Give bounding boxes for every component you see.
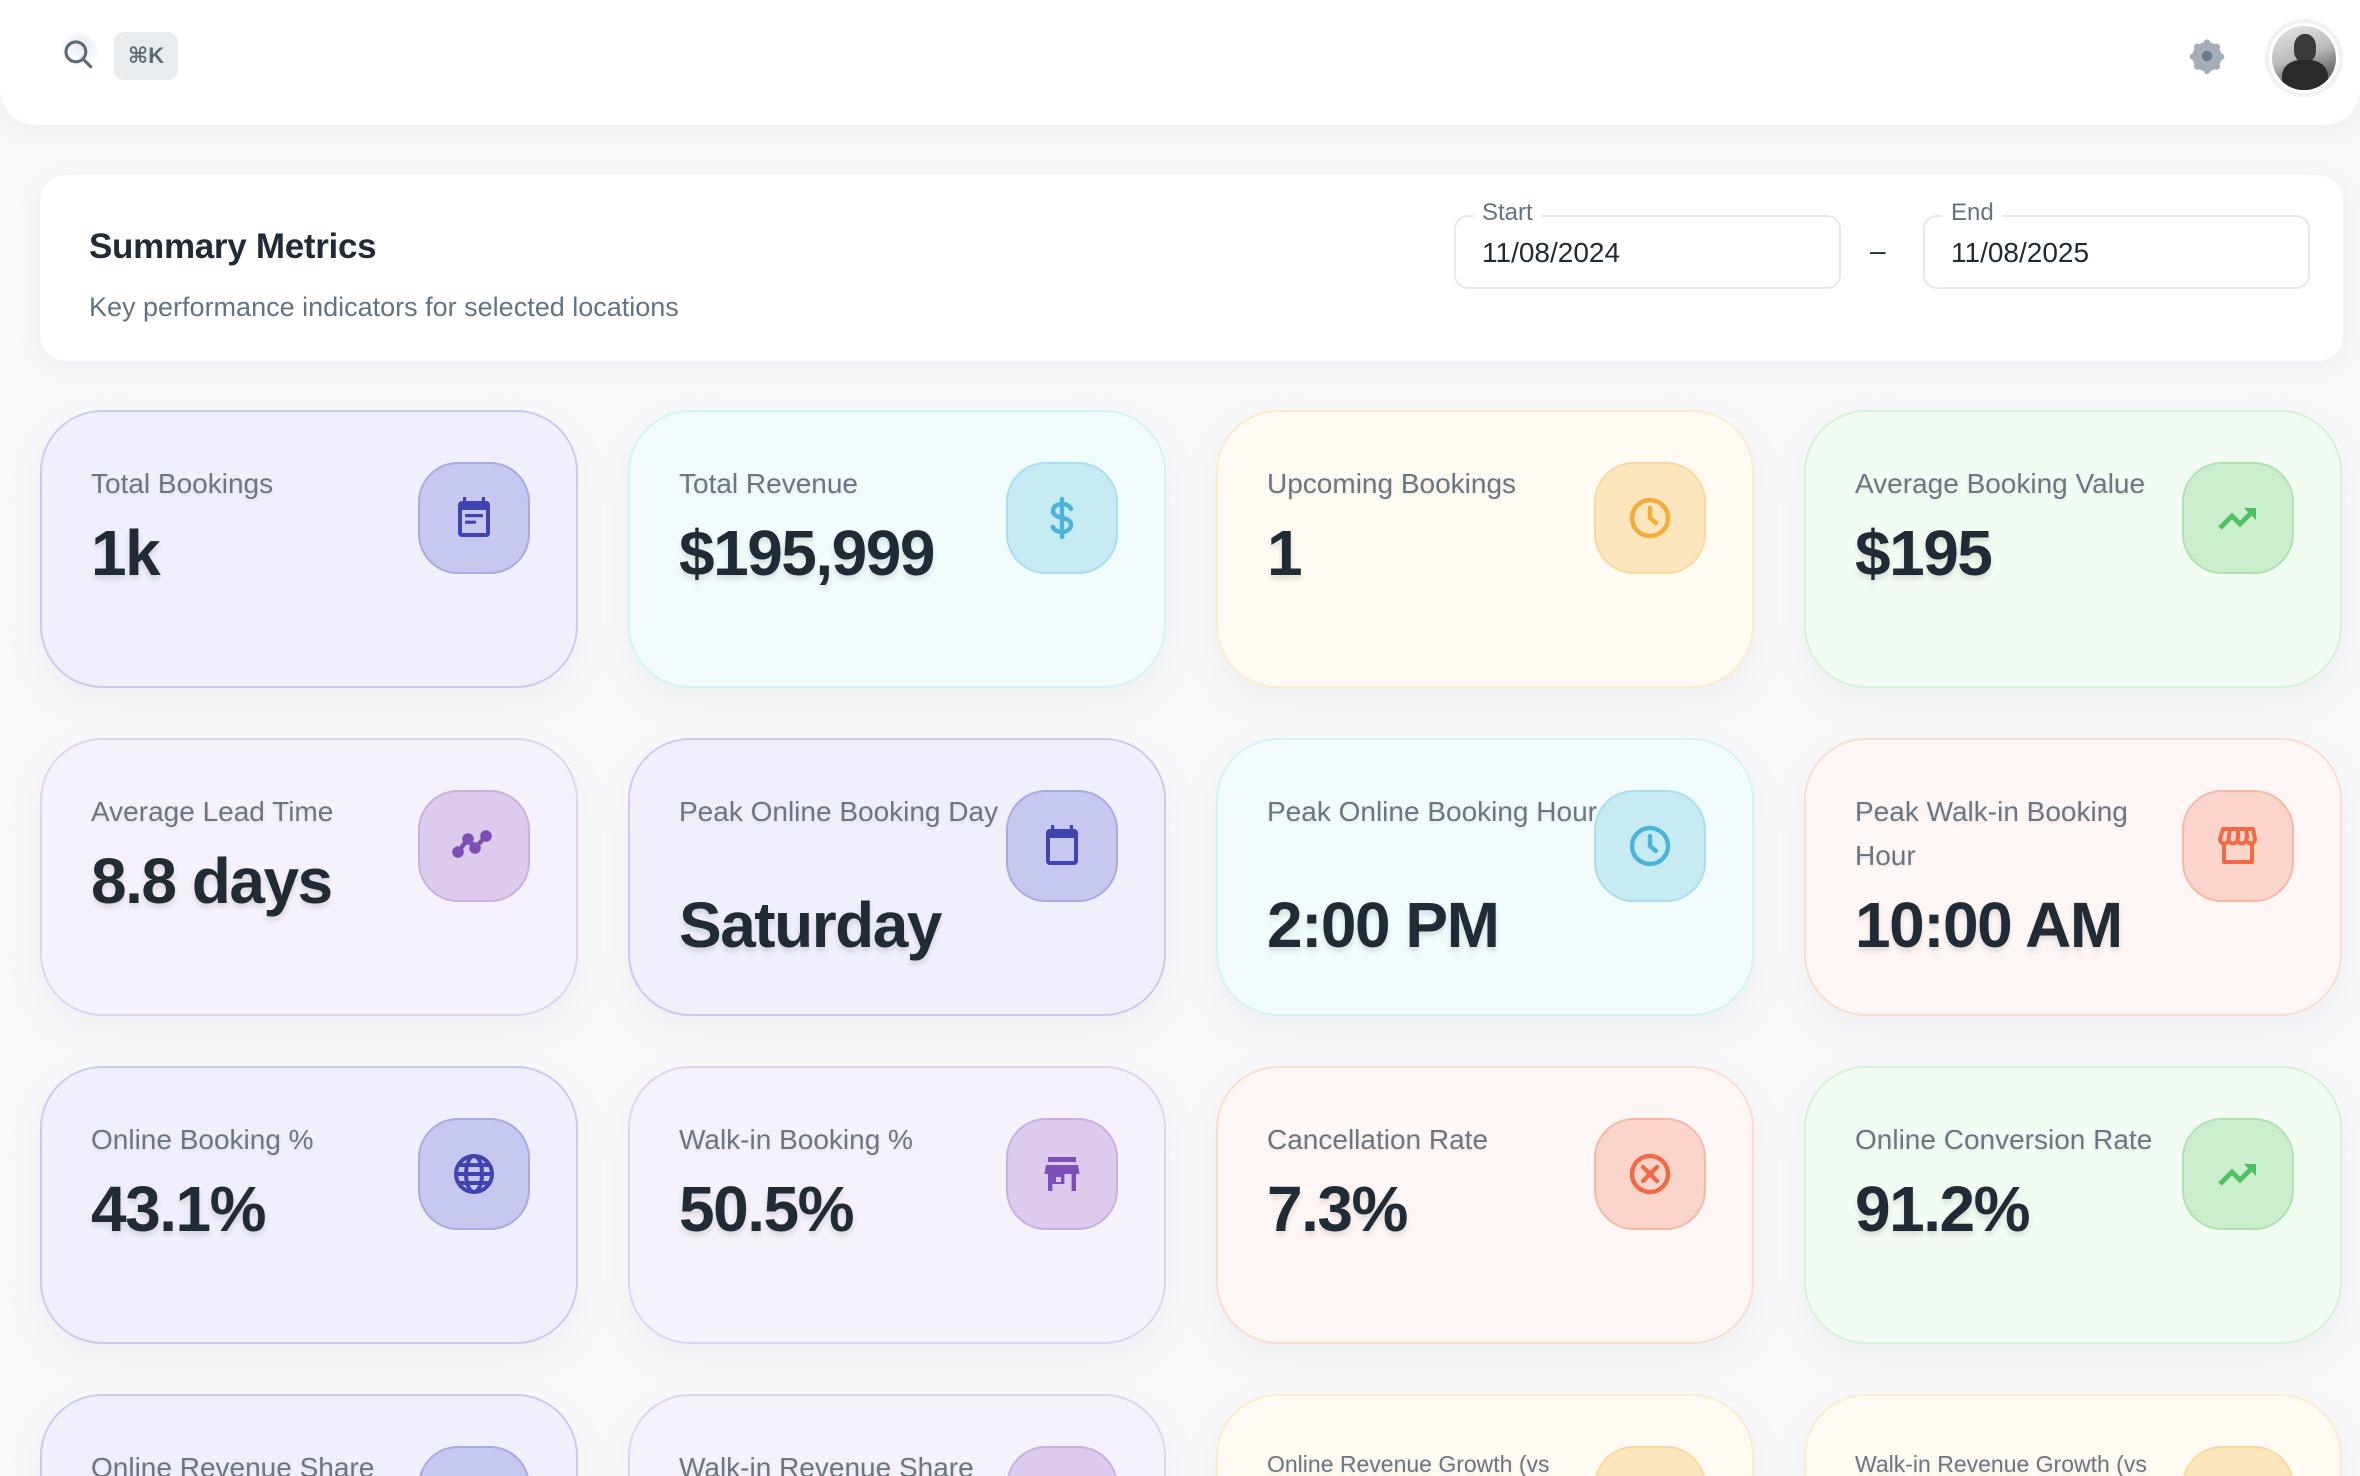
metric-card-online-booking-pct: Online Booking % 43.1%: [40, 1066, 578, 1344]
shortcut-badge[interactable]: ⌘K: [114, 32, 178, 80]
metric-card-walkin-booking-pct: Walk-in Booking % 50.5%: [628, 1066, 1166, 1344]
metric-value: 91.2%: [1855, 1173, 2030, 1245]
metric-label: Online Conversion Rate: [1855, 1124, 2153, 1155]
end-date-field[interactable]: End 11/08/2025: [1923, 199, 2310, 289]
search-button[interactable]: [58, 34, 98, 74]
globe-icon: [454, 1154, 494, 1194]
metric-icon-badge: [1006, 462, 1118, 574]
metric-value: 43.1%: [91, 1173, 266, 1245]
settings-button[interactable]: [2185, 34, 2229, 78]
metric-label: Walk-in Booking %: [679, 1124, 913, 1155]
metric-icon-badge: [1594, 1118, 1706, 1230]
metric-icon-badge: [1594, 1446, 1706, 1476]
start-date-label: Start: [1474, 199, 1541, 227]
storefront-icon: [2218, 827, 2257, 864]
metric-card-total-revenue: Total Revenue $195,999: [628, 410, 1166, 688]
metric-label: Cancellation Rate: [1267, 1124, 1489, 1155]
store-icon: [1044, 1157, 1080, 1191]
metric-value: 10:00 AM: [1855, 889, 2123, 961]
metric-card-peak-online-booking-day: Peak Online Booking Day Saturday: [628, 738, 1166, 1016]
metric-label: Peak Walk-in Booking Hour: [1855, 796, 2128, 871]
date-range-separator: –: [1870, 235, 1886, 266]
metric-label: Peak Online Booking Hour: [1267, 796, 1597, 827]
metric-icon-badge: [1594, 462, 1706, 574]
metric-label: Average Booking Value: [1855, 468, 2146, 499]
metric-card-average-lead-time: Average Lead Time 8.8 days: [40, 738, 578, 1016]
calendar-notes-icon: [458, 497, 490, 537]
metric-icon-badge: [2182, 790, 2294, 902]
metric-label: Online Revenue Growth (vs: [1267, 1451, 1550, 1476]
cancel-circle-icon: [1629, 1153, 1671, 1195]
metric-value: $195,999: [679, 517, 935, 589]
metric-card-upcoming-bookings: Upcoming Bookings 1: [1216, 410, 1754, 688]
metric-card-online-revenue-growth: Online Revenue Growth (vs: [1216, 1394, 1754, 1476]
metric-card-total-bookings: Total Bookings 1k: [40, 410, 578, 688]
start-date-field[interactable]: Start 11/08/2024: [1454, 199, 1841, 289]
metric-value: 1k: [91, 517, 161, 589]
metric-value: 7.3%: [1267, 1173, 1408, 1245]
metric-label: Total Bookings: [91, 468, 274, 499]
metric-icon-badge: [2182, 462, 2294, 574]
metric-label: Upcoming Bookings: [1267, 468, 1517, 499]
metric-value: 8.8 days: [91, 845, 333, 917]
metric-value: Saturday: [679, 889, 942, 961]
metric-icon-badge: [1594, 790, 1706, 902]
dollar-icon: [1050, 496, 1074, 540]
metric-value: 2:00 PM: [1267, 889, 1500, 961]
metric-icon-badge: [1006, 1446, 1118, 1476]
top-bar: ⌘K: [0, 0, 2360, 125]
summary-header: Summary Metrics Key performance indicato…: [40, 175, 2343, 361]
end-date-value[interactable]: 11/08/2025: [1951, 237, 2090, 268]
metric-card-average-booking-value: Average Booking Value $195: [1804, 410, 2342, 688]
metric-card-peak-online-booking-hour: Peak Online Booking Hour 2:00 PM: [1216, 738, 1754, 1016]
metric-label: Online Booking %: [91, 1124, 314, 1155]
metric-card-cancellation-rate: Cancellation Rate 7.3%: [1216, 1066, 1754, 1344]
metric-icon-badge: [418, 1446, 530, 1476]
user-avatar-button[interactable]: [2265, 19, 2343, 97]
metric-card-peak-walkin-booking-hour: Peak Walk-in Booking Hour 10:00 AM: [1804, 738, 2342, 1016]
metric-icon-badge: [418, 790, 530, 902]
clock-icon: [1629, 497, 1671, 539]
metric-label: Walk-in Revenue Growth (vs: [1855, 1451, 2147, 1476]
metric-icon-badge: [418, 1118, 530, 1230]
metric-icon-badge: [2182, 1118, 2294, 1230]
end-date-label: End: [1943, 199, 2002, 227]
metric-icon-badge: [418, 462, 530, 574]
avatar: [2272, 26, 2336, 90]
metric-icon-badge: [1006, 790, 1118, 902]
metric-label: Peak Online Booking Day: [679, 796, 999, 827]
metric-value: 50.5%: [679, 1173, 854, 1245]
search-icon: [64, 40, 93, 69]
metric-icon-badge: [2182, 1446, 2294, 1476]
metric-icon-badge: [1006, 1118, 1118, 1230]
line-chart-icon: [452, 830, 492, 858]
metric-value: 1: [1267, 517, 1303, 589]
metric-card-online-revenue-share: Online Revenue Share: [40, 1394, 578, 1476]
clock-icon: [1629, 825, 1671, 867]
gear-icon: [2189, 39, 2225, 75]
metric-label: Walk-in Revenue Share: [679, 1452, 974, 1476]
metric-card-walkin-revenue-share: Walk-in Revenue Share: [628, 1394, 1166, 1476]
metric-label: Average Lead Time: [91, 796, 334, 827]
metric-value: $195: [1855, 517, 1993, 589]
start-date-value[interactable]: 11/08/2024: [1482, 237, 1621, 268]
metric-label: Online Revenue Share: [91, 1452, 375, 1476]
trending-up-icon: [2218, 1164, 2256, 1186]
trending-up-icon: [2218, 508, 2256, 530]
metric-card-walkin-revenue-growth: Walk-in Revenue Growth (vs: [1804, 1394, 2342, 1476]
calendar-icon: [1046, 825, 1078, 865]
page-subtitle: Key performance indicators for selected …: [89, 292, 679, 322]
metric-card-online-conversion-rate: Online Conversion Rate 91.2%: [1804, 1066, 2342, 1344]
metric-label: Total Revenue: [679, 468, 859, 499]
page-title: Summary Metrics: [89, 227, 377, 266]
